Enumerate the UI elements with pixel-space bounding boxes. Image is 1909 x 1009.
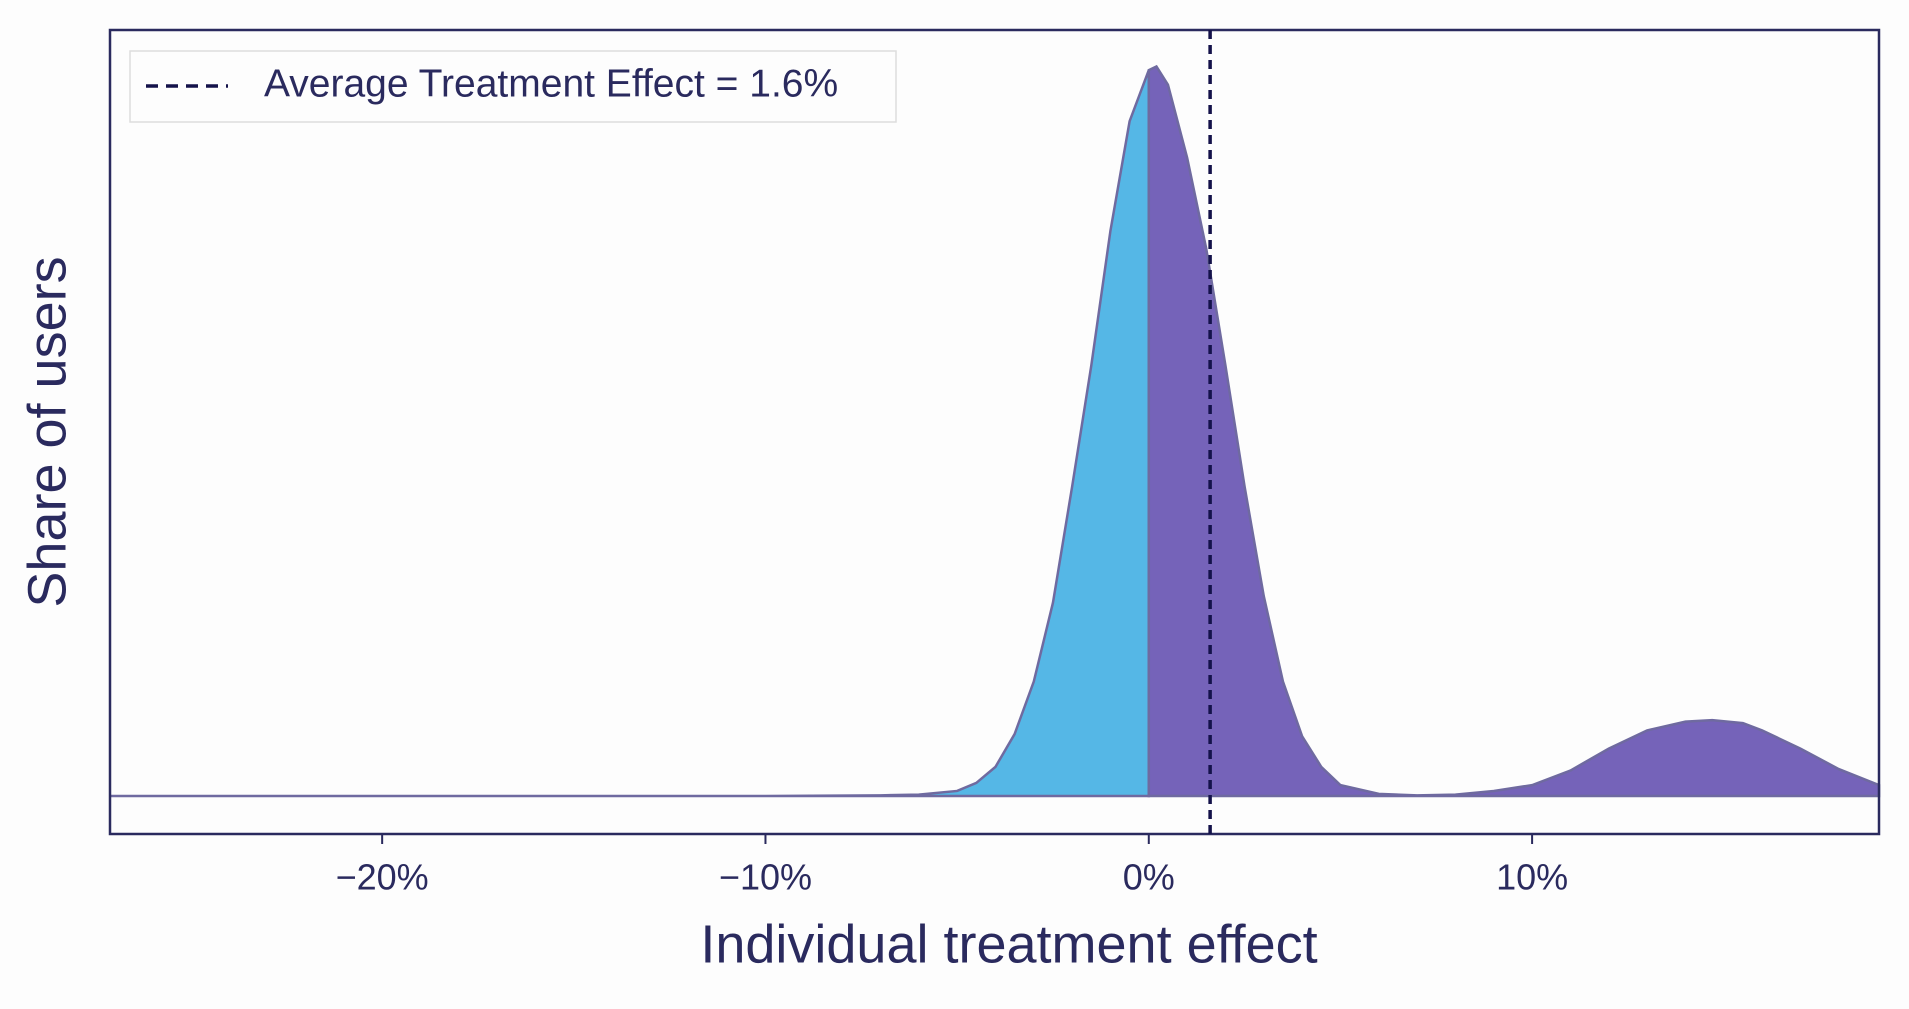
x-axis-label: Individual treatment effect [700, 914, 1317, 974]
legend-box [129, 50, 897, 123]
x-tick-label: −10% [719, 857, 812, 898]
plot-frame [108, 28, 1881, 836]
y-axis-label: Share of users [17, 256, 77, 607]
x-tick-label: 0% [1123, 857, 1175, 898]
x-tick-label: 10% [1496, 857, 1568, 898]
density-area [1147, 64, 1881, 798]
density-area [110, 69, 1151, 798]
legend-label: Average Treatment Effect = 1.6% [264, 62, 838, 105]
x-tick-label: −20% [336, 857, 429, 898]
